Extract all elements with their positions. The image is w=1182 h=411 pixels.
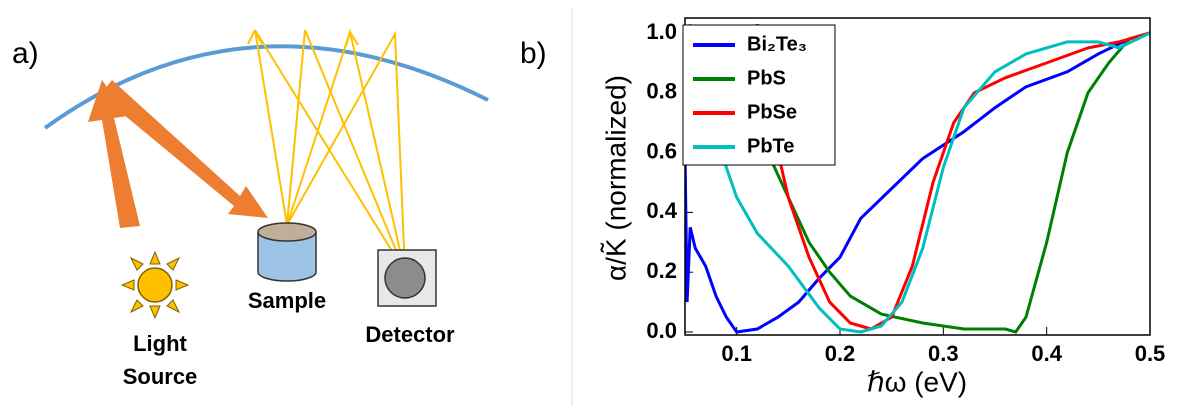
- legend-label: PbTe: [747, 135, 794, 157]
- x-tick-label: 0.5: [1135, 341, 1166, 366]
- y-tick-label: 0.4: [646, 198, 677, 223]
- series-line: [688, 23, 1150, 334]
- x-tick-label: 0.3: [928, 341, 959, 366]
- y-tick-label: 1.0: [646, 19, 677, 44]
- legend-label: PbS: [747, 67, 786, 89]
- light-source-label: Light: [133, 331, 187, 356]
- x-axis-label: ℏω (eV): [867, 366, 967, 397]
- sample-icon: [257, 222, 317, 282]
- legend: Bi₂Te₃ PbS PbSe PbTe: [682, 24, 836, 166]
- panel-label: b): [520, 37, 547, 70]
- panel-label: a): [12, 37, 39, 70]
- legend-box: [682, 24, 836, 166]
- light-source-label: Source: [123, 364, 198, 389]
- series-line: [755, 23, 1150, 334]
- legend-label: Bi₂Te₃: [747, 33, 807, 55]
- series-line: [755, 23, 1150, 331]
- rays: [247, 28, 406, 273]
- plot-frame: [684, 17, 1151, 336]
- x-tick-label: 0.1: [721, 341, 752, 366]
- light-beam: [88, 80, 268, 228]
- sample-label: Sample: [248, 288, 326, 313]
- diagram: a) Light Source: [12, 28, 489, 389]
- legend-label: PbSe: [747, 101, 797, 123]
- sun-icon: [120, 250, 190, 320]
- y-tick-label: 0.0: [646, 318, 677, 343]
- detector-label: Detector: [365, 322, 455, 347]
- y-axis-label: α/K̃ (normalized): [600, 75, 631, 281]
- y-tick-label: 0.6: [646, 138, 677, 163]
- x-tick-label: 0.2: [825, 341, 856, 366]
- y-tick-label: 0.8: [646, 79, 677, 104]
- y-tick-label: 0.2: [646, 258, 677, 283]
- detector-icon: [377, 249, 437, 307]
- x-tick-label: 0.4: [1031, 341, 1062, 366]
- chart: b) α/K̃ (normalized) ℏω (eV) 0.0 0.2 0.4 0.…: [520, 17, 1166, 397]
